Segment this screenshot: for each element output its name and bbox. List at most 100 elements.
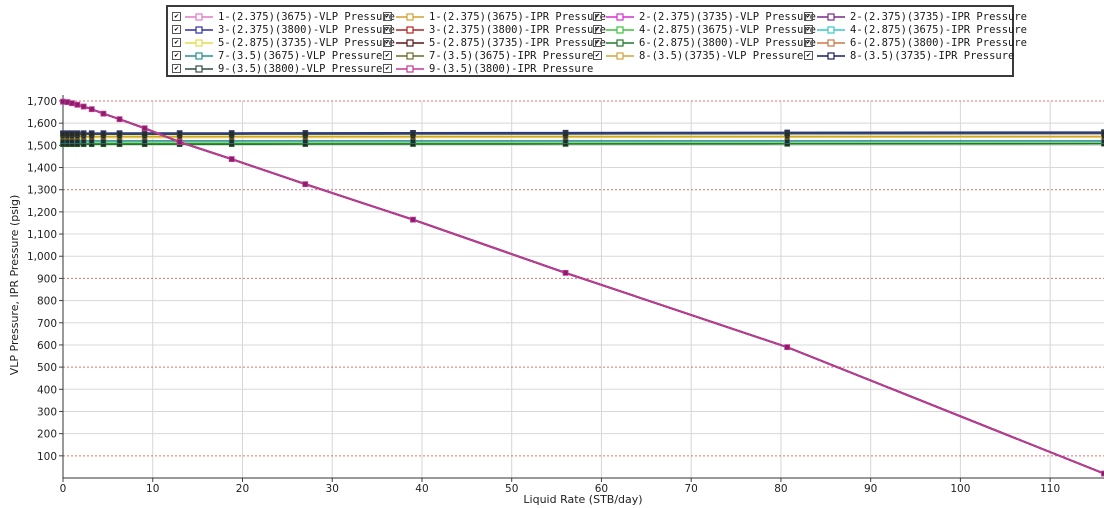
legend-swatch-icon	[396, 38, 424, 48]
y-tick-label: 1,600	[27, 118, 57, 130]
legend-item[interactable]: ✔ 3-(2.375)(3800)-VLP Pressure	[172, 23, 395, 36]
y-tick-label: 100	[37, 451, 57, 463]
legend-item[interactable]: ✔ 8-(3.5)(3735)-VLP Pressure	[593, 49, 803, 62]
legend-item[interactable]: ✔ 5-(2.875)(3735)-VLP Pressure	[172, 36, 395, 49]
legend-swatch-icon	[606, 51, 634, 61]
y-tick-label: 700	[37, 318, 57, 330]
legend-item[interactable]: ✔ 3-(2.375)(3800)-IPR Pressure	[383, 23, 606, 36]
checkbox-icon[interactable]: ✔	[804, 51, 813, 60]
checkbox-icon[interactable]: ✔	[804, 38, 813, 47]
checkbox-icon[interactable]: ✔	[383, 51, 392, 60]
vlp-point-marker	[80, 131, 87, 138]
legend-item[interactable]: ✔ 8-(3.5)(3735)-IPR Pressure	[804, 49, 1014, 62]
vlp-point-marker	[116, 131, 123, 138]
x-tick-label: 30	[326, 483, 339, 495]
checkbox-icon[interactable]: ✔	[383, 64, 392, 73]
checkbox-icon[interactable]: ✔	[804, 25, 813, 34]
vlp-point-marker	[69, 131, 75, 138]
legend-swatch-icon	[606, 38, 634, 48]
legend-swatch-icon	[185, 12, 213, 22]
y-tick-label: 1,400	[27, 163, 57, 175]
checkbox-icon[interactable]: ✔	[172, 64, 181, 73]
legend-item[interactable]: ✔ 5-(2.875)(3735)-IPR Pressure	[383, 36, 606, 49]
vlp-point-marker	[1101, 140, 1104, 147]
vlp-point-marker	[784, 130, 791, 137]
legend-label: 6-(2.875)(3800)-VLP Pressure	[639, 36, 817, 49]
vlp-point-marker	[1101, 138, 1104, 144]
vlp-point-marker	[141, 131, 148, 138]
legend-label: 3-(2.375)(3800)-IPR Pressure	[429, 23, 607, 36]
vlp-series-line	[62, 132, 1104, 136]
legend-item[interactable]: ✔ 4-(2.875)(3675)-VLP Pressure	[593, 23, 816, 36]
checkbox-icon[interactable]: ✔	[383, 12, 392, 21]
legend-item[interactable]: ✔ 9-(3.5)(3800)-VLP Pressure	[172, 62, 382, 75]
x-axis-title: Liquid Rate (STB/day)	[523, 493, 642, 506]
legend-label: 8-(3.5)(3735)-IPR Pressure	[850, 49, 1015, 62]
y-axis-title: VLP Pressure, IPR Pressure (psig)	[8, 195, 21, 376]
vlp-point-marker	[176, 131, 183, 137]
vlp-point-marker	[74, 131, 81, 138]
legend-swatch-icon	[396, 12, 424, 22]
legend-item[interactable]: ✔ 6-(2.875)(3800)-IPR Pressure	[804, 36, 1027, 49]
legend-swatch-icon	[817, 12, 845, 22]
checkbox-icon[interactable]: ✔	[593, 25, 602, 34]
legend-item[interactable]: ✔ 2-(2.375)(3735)-IPR Pressure	[804, 10, 1027, 23]
checkbox-icon[interactable]: ✔	[172, 25, 181, 34]
ipr-point-marker	[302, 181, 309, 188]
checkbox-icon[interactable]: ✔	[593, 51, 602, 60]
ipr-series-line	[62, 100, 1104, 475]
checkbox-icon[interactable]: ✔	[383, 38, 392, 47]
legend-label: 7-(3.5)(3675)-VLP Pressure	[218, 49, 383, 62]
x-tick-label: 100	[950, 483, 970, 495]
ipr-point-marker	[69, 100, 75, 107]
legend-item[interactable]: ✔ 1-(2.375)(3675)-VLP Pressure	[172, 10, 395, 23]
vlp-point-marker	[302, 131, 309, 137]
y-tick-label: 1,100	[27, 229, 57, 241]
checkbox-icon[interactable]: ✔	[383, 25, 392, 34]
legend-swatch-icon	[185, 64, 213, 74]
vlp-point-marker	[410, 131, 416, 137]
ipr-series-line	[62, 100, 1104, 475]
series-layer	[60, 98, 1104, 477]
checkbox-icon[interactable]: ✔	[172, 51, 181, 60]
legend-label: 6-(2.875)(3800)-IPR Pressure	[850, 36, 1028, 49]
legend-label: 9-(3.5)(3800)-VLP Pressure	[218, 62, 383, 75]
x-tick-label: 90	[864, 483, 877, 495]
x-tick-label: 0	[60, 483, 67, 495]
legend-item[interactable]: ✔ 6-(2.875)(3800)-VLP Pressure	[593, 36, 816, 49]
ipr-series-line	[62, 100, 1104, 475]
checkbox-icon[interactable]: ✔	[593, 38, 602, 47]
legend-label: 8-(3.5)(3735)-VLP Pressure	[639, 49, 804, 62]
ipr-point-marker	[1101, 470, 1104, 477]
legend-label: 7-(3.5)(3675)-IPR Pressure	[429, 49, 594, 62]
legend-label: 5-(2.875)(3735)-VLP Pressure	[218, 36, 396, 49]
checkbox-icon[interactable]: ✔	[172, 38, 181, 47]
legend-item[interactable]: ✔ 1-(2.375)(3675)-IPR Pressure	[383, 10, 606, 23]
legend-item[interactable]: ✔ 9-(3.5)(3800)-IPR Pressure	[383, 62, 593, 75]
ipr-point-marker	[228, 156, 235, 163]
y-tick-label: 500	[37, 362, 57, 374]
legend-swatch-icon	[185, 38, 213, 48]
legend-swatch-icon	[185, 51, 213, 61]
axis-layer: 0 10 20 30 40 50 60 70 80 90 100 110 100 200 300 400 500…	[27, 95, 1104, 495]
legend-label: 4-(2.875)(3675)-IPR Pressure	[850, 23, 1028, 36]
checkbox-icon[interactable]: ✔	[804, 12, 813, 21]
ipr-point-marker	[100, 110, 107, 117]
legend-label: 1-(2.375)(3675)-VLP Pressure	[218, 10, 396, 23]
legend-item[interactable]: ✔ 7-(3.5)(3675)-VLP Pressure	[172, 49, 382, 62]
y-tick-label: 800	[37, 296, 57, 308]
vlp-series-line	[62, 142, 1104, 146]
checkbox-icon[interactable]: ✔	[172, 12, 181, 21]
ipr-point-marker	[80, 103, 87, 110]
legend-item[interactable]: ✔ 4-(2.875)(3675)-IPR Pressure	[804, 23, 1027, 36]
ipr-point-marker	[784, 344, 791, 351]
y-tick-label: 1,700	[27, 96, 57, 108]
x-tick-label: 50	[505, 483, 518, 495]
legend-item[interactable]: ✔ 2-(2.375)(3735)-VLP Pressure	[593, 10, 816, 23]
checkbox-icon[interactable]: ✔	[593, 12, 602, 21]
x-tick-label: 70	[685, 483, 698, 495]
ipr-series-line	[62, 100, 1104, 475]
ipr-point-marker	[116, 116, 123, 123]
legend-item[interactable]: ✔ 7-(3.5)(3675)-IPR Pressure	[383, 49, 593, 62]
